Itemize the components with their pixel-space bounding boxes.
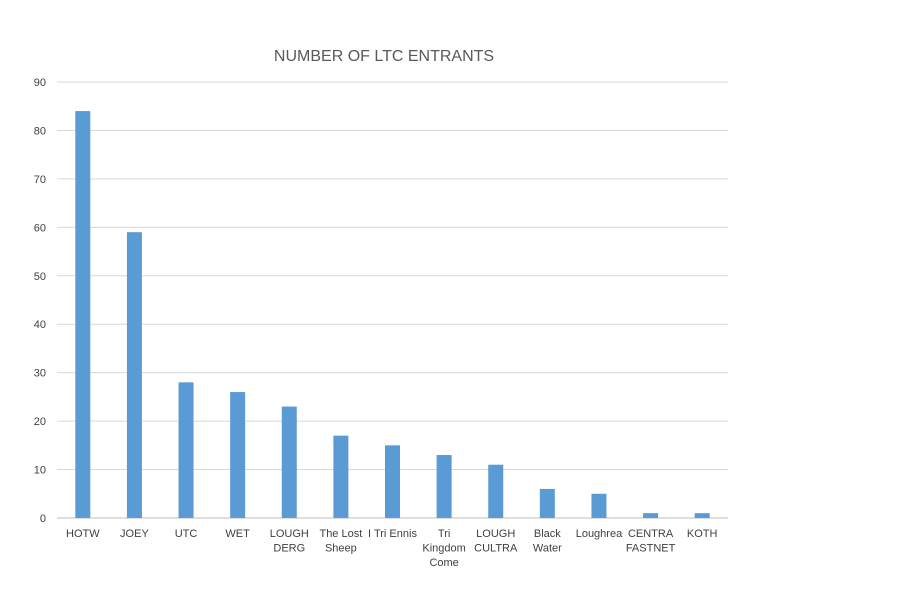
x-category-label-line: CENTRA bbox=[628, 528, 674, 540]
x-category-label: HOTW bbox=[66, 528, 100, 540]
x-axis-category-labels: HOTW JOEY UTC WET LOUGH DERG The Lost Sheep I Tr… bbox=[66, 528, 718, 569]
x-category-label: CENTRA FASTNET bbox=[626, 528, 676, 555]
x-category-label: LOUGH CULTRA bbox=[474, 528, 518, 555]
bar bbox=[333, 435, 349, 518]
x-category-label: Black Water bbox=[533, 528, 562, 555]
bar bbox=[385, 445, 400, 518]
x-category-label-line: WET bbox=[225, 528, 250, 540]
y-axis-tick-labels: 0 10 20 30 40 50 60 70 80 90 bbox=[34, 77, 46, 525]
x-category-label: Tri Kingdom Come bbox=[422, 528, 465, 569]
bar bbox=[694, 513, 710, 518]
bar bbox=[539, 488, 555, 518]
bar bbox=[230, 392, 246, 518]
x-category-label-line: CULTRA bbox=[474, 543, 518, 555]
y-tick-label: 90 bbox=[34, 77, 46, 89]
x-category-label-line: Black bbox=[534, 528, 561, 540]
chart-title: NUMBER OF LTC ENTRANTS bbox=[274, 48, 494, 65]
x-category-label: UTC bbox=[175, 528, 198, 540]
x-category-label-line: DERG bbox=[273, 543, 305, 555]
x-category-label-line: JOEY bbox=[120, 528, 149, 540]
x-category-label-line: Water bbox=[533, 543, 562, 555]
bar bbox=[178, 382, 194, 518]
y-tick-label: 30 bbox=[34, 368, 46, 380]
bar bbox=[126, 232, 142, 518]
x-category-label-line: LOUGH bbox=[270, 528, 309, 540]
bar bbox=[488, 464, 504, 518]
x-category-label-line: Come bbox=[429, 557, 458, 569]
bar bbox=[643, 513, 659, 518]
x-category-label-line: Tri bbox=[438, 528, 450, 540]
y-tick-label: 80 bbox=[34, 125, 46, 137]
bars bbox=[75, 111, 710, 519]
x-category-label: WET bbox=[225, 528, 250, 540]
bar bbox=[436, 455, 452, 518]
x-category-label: JOEY bbox=[120, 528, 149, 540]
x-category-label-line: Sheep bbox=[325, 543, 357, 555]
y-tick-label: 10 bbox=[34, 465, 46, 477]
x-category-label-line: FASTNET bbox=[626, 543, 676, 555]
y-tick-label: 40 bbox=[34, 319, 46, 331]
y-tick-label: 70 bbox=[34, 174, 46, 186]
x-category-label-line: UTC bbox=[175, 528, 198, 540]
x-category-label: KOTH bbox=[687, 528, 718, 540]
x-category-label-line: The Lost bbox=[319, 528, 362, 540]
x-category-label-line: HOTW bbox=[66, 528, 100, 540]
x-category-label-line: KOTH bbox=[687, 528, 718, 540]
x-category-label-line: I Tri Ennis bbox=[368, 528, 417, 540]
x-category-label: I Tri Ennis bbox=[368, 528, 417, 540]
x-category-label-line: Kingdom bbox=[422, 543, 465, 555]
x-category-label-line: Loughrea bbox=[576, 528, 623, 540]
y-tick-label: 0 bbox=[40, 513, 46, 525]
x-category-label: The Lost Sheep bbox=[319, 528, 362, 555]
x-category-label: Loughrea bbox=[576, 528, 623, 540]
y-tick-label: 20 bbox=[34, 416, 46, 428]
bar bbox=[591, 493, 607, 518]
bar bbox=[75, 111, 91, 519]
x-category-label-line: LOUGH bbox=[476, 528, 515, 540]
x-category-label: LOUGH DERG bbox=[270, 528, 309, 555]
y-tick-label: 60 bbox=[34, 222, 46, 234]
bar bbox=[281, 406, 297, 518]
y-tick-label: 50 bbox=[34, 271, 46, 283]
